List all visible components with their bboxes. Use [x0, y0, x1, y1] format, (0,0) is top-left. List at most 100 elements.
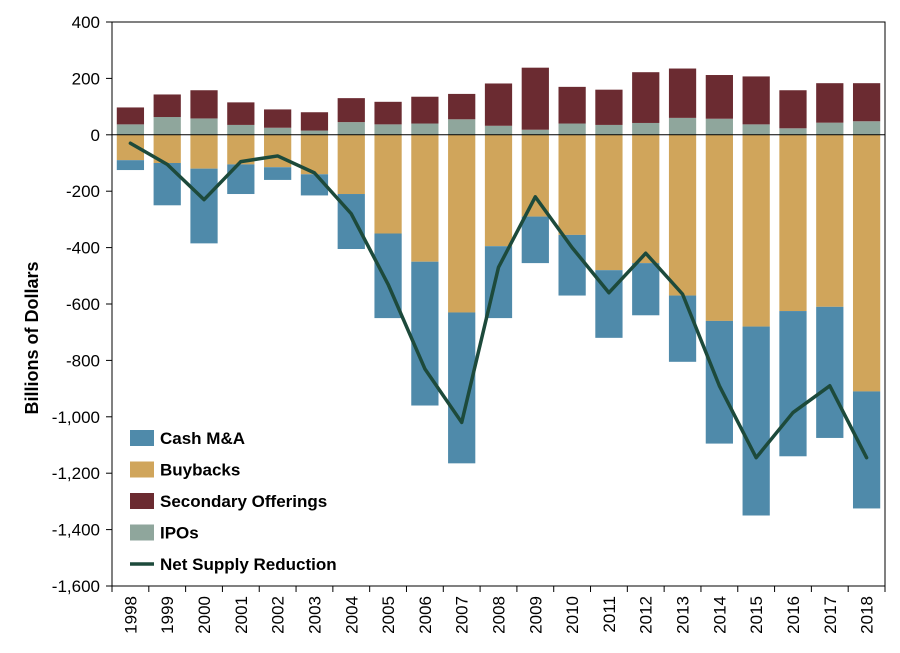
bar-buybacks-2015 [742, 134, 770, 327]
bar-buybacks-2009 [521, 134, 549, 217]
bar-cash-m-a-2000 [190, 168, 218, 244]
x-tick-label: 2014 [710, 596, 729, 634]
y-tick-label: -1,400 [52, 521, 100, 540]
x-tick-label: 2005 [379, 596, 398, 634]
x-tick-label: 2017 [821, 596, 840, 634]
bar-ipos-2012 [632, 122, 660, 135]
x-tick-label: 2012 [637, 596, 656, 634]
bar-secondary-offerings-1999 [153, 94, 181, 118]
bar-ipos-2008 [484, 125, 513, 135]
bar-secondary-offerings-2014 [705, 75, 733, 119]
x-tick-label: 2015 [747, 596, 766, 634]
bar-buybacks-2006 [411, 134, 439, 262]
x-tick-label: 1999 [158, 596, 177, 634]
bar-ipos-2007 [448, 119, 476, 135]
bar-cash-m-a-2013 [668, 295, 697, 362]
legend-swatch [130, 461, 154, 478]
bar-cash-m-a-2016 [779, 311, 807, 457]
bar-secondary-offerings-2004 [337, 98, 365, 123]
bar-buybacks-2016 [779, 134, 807, 312]
x-tick-label: 2018 [858, 596, 877, 634]
bar-cash-m-a-2001 [227, 164, 255, 195]
bar-secondary-offerings-2012 [632, 72, 660, 123]
bar-buybacks-2008 [484, 134, 513, 247]
x-tick-label: 2006 [416, 596, 435, 634]
legend-label: Net Supply Reduction [160, 555, 337, 574]
y-axis-label: Billions of Dollars [22, 261, 42, 414]
bar-cash-m-a-2012 [632, 263, 660, 316]
bar-cash-m-a-2002 [264, 167, 292, 180]
bar-buybacks-2013 [668, 134, 697, 296]
bar-ipos-1998 [116, 124, 145, 135]
y-tick-label: -1,200 [52, 464, 100, 483]
bar-cash-m-a-1998 [116, 160, 145, 171]
legend-swatch [130, 430, 154, 446]
line-layer [128, 141, 869, 460]
legend-label: Secondary Offerings [160, 492, 327, 511]
y-tick-label: 200 [72, 69, 100, 88]
bar-cash-m-a-2015 [742, 326, 770, 516]
line-net-supply-reduction [128, 141, 869, 460]
bar-secondary-offerings-2013 [668, 68, 697, 118]
bar-ipos-2018 [852, 121, 881, 135]
y-tick-label: 0 [91, 126, 100, 145]
bar-buybacks-2004 [337, 134, 365, 195]
y-tick-label: -200 [66, 182, 100, 201]
legend-swatch [130, 524, 154, 541]
bar-ipos-2002 [264, 127, 292, 135]
bar-buybacks-2005 [374, 134, 402, 234]
y-tick-label: -800 [66, 351, 100, 370]
legend-swatch [130, 493, 154, 509]
bar-cash-m-a-2018 [852, 391, 881, 509]
bar-ipos-2000 [190, 118, 218, 135]
bar-buybacks-2007 [448, 134, 476, 313]
bar-buybacks-2017 [816, 134, 844, 307]
bar-buybacks-2011 [595, 134, 623, 271]
bar-ipos-2005 [374, 124, 402, 135]
bar-secondary-offerings-2002 [264, 109, 292, 128]
bar-ipos-2001 [227, 124, 255, 135]
bar-secondary-offerings-2015 [742, 76, 770, 125]
bar-ipos-2013 [668, 117, 697, 135]
bar-secondary-offerings-2001 [227, 102, 255, 125]
x-tick-label: 2000 [195, 596, 214, 634]
x-tick-label: 2002 [269, 596, 288, 634]
x-tick-label: 2013 [674, 596, 693, 634]
x-tick-label: 2010 [563, 596, 582, 634]
bar-secondary-offerings-2007 [448, 93, 476, 120]
bar-ipos-2014 [705, 118, 733, 135]
legend-label: IPOs [160, 524, 199, 543]
x-tick-label: 2009 [526, 596, 545, 634]
x-tick-label: 2016 [784, 596, 803, 634]
x-tick-label: 2004 [342, 596, 361, 634]
bar-secondary-offerings-2005 [374, 101, 402, 125]
bar-secondary-offerings-2009 [521, 67, 549, 130]
bar-cash-m-a-1999 [153, 163, 181, 206]
y-tick-label: -400 [66, 239, 100, 258]
bar-ipos-2015 [742, 124, 770, 135]
bar-secondary-offerings-2016 [779, 90, 807, 129]
x-tick-label: 2001 [232, 596, 251, 634]
bar-secondary-offerings-2010 [558, 86, 586, 124]
bar-buybacks-2002 [264, 134, 292, 168]
y-tick-label: -600 [66, 295, 100, 314]
bar-ipos-2009 [521, 129, 549, 135]
x-tick-label: 2011 [600, 596, 619, 633]
legend: Cash M&A Buybacks Secondary Offerings IPOs N… [130, 429, 337, 574]
legend-label: Cash M&A [160, 429, 245, 448]
y-tick-label: -1,000 [52, 408, 100, 427]
bar-ipos-1999 [153, 117, 181, 135]
bar-cash-m-a-2017 [816, 306, 844, 438]
y-tick-label: -1,600 [52, 577, 100, 596]
bar-ipos-2016 [779, 128, 807, 135]
x-tick-label: 2003 [305, 596, 324, 634]
bar-ipos-2004 [337, 122, 365, 135]
bar-ipos-2010 [558, 123, 586, 135]
bar-secondary-offerings-1998 [116, 107, 145, 125]
bar-ipos-2003 [300, 130, 329, 135]
bar-buybacks-2014 [705, 134, 733, 321]
bars-layer [116, 67, 881, 516]
bar-buybacks-2010 [558, 134, 586, 235]
bar-ipos-2017 [816, 122, 844, 135]
bar-secondary-offerings-2003 [300, 112, 329, 131]
